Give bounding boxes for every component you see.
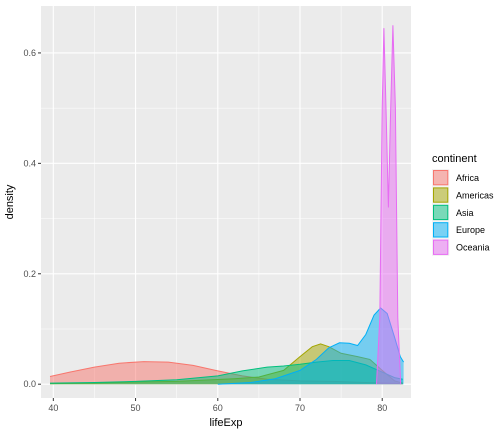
legend: continent Africa Americas Asia Europe Oceani… bbox=[432, 153, 494, 256]
legend-label-europe: Europe bbox=[456, 225, 485, 235]
x-tick-label: 60 bbox=[213, 403, 223, 413]
x-tick-label: 80 bbox=[377, 403, 387, 413]
x-axis-title: lifeExp bbox=[209, 417, 242, 429]
y-tick-label: 0.4 bbox=[23, 158, 36, 168]
legend-label-asia: Asia bbox=[456, 208, 474, 218]
density-areas bbox=[49, 25, 405, 385]
plot-panel bbox=[41, 6, 411, 398]
y-axis-title: density bbox=[4, 184, 16, 219]
density-line-oceania bbox=[376, 25, 402, 385]
legend-key-oceania bbox=[433, 239, 449, 255]
legend-label-africa: Africa bbox=[456, 173, 479, 183]
x-tick-label: 50 bbox=[131, 403, 141, 413]
legend-label-americas: Americas bbox=[456, 190, 494, 200]
x-tick-label: 40 bbox=[48, 403, 58, 413]
legend-key-europe bbox=[433, 222, 449, 238]
legend-key-africa bbox=[433, 170, 449, 186]
y-axis: 0.0 0.2 0.4 0.6 bbox=[23, 48, 41, 389]
legend-title: continent bbox=[432, 153, 477, 165]
legend-key-asia bbox=[433, 204, 449, 221]
legend-key-americas bbox=[433, 187, 449, 203]
density-area-europe bbox=[217, 308, 404, 385]
legend-label-oceania: Oceania bbox=[456, 243, 490, 253]
x-axis: 40 50 60 70 80 bbox=[48, 398, 387, 413]
y-tick-label: 0.6 bbox=[23, 48, 36, 58]
y-tick-label: 0.0 bbox=[23, 379, 36, 389]
minor-gridlines bbox=[41, 6, 411, 398]
x-tick-label: 70 bbox=[295, 403, 305, 413]
y-tick-label: 0.2 bbox=[23, 269, 36, 279]
